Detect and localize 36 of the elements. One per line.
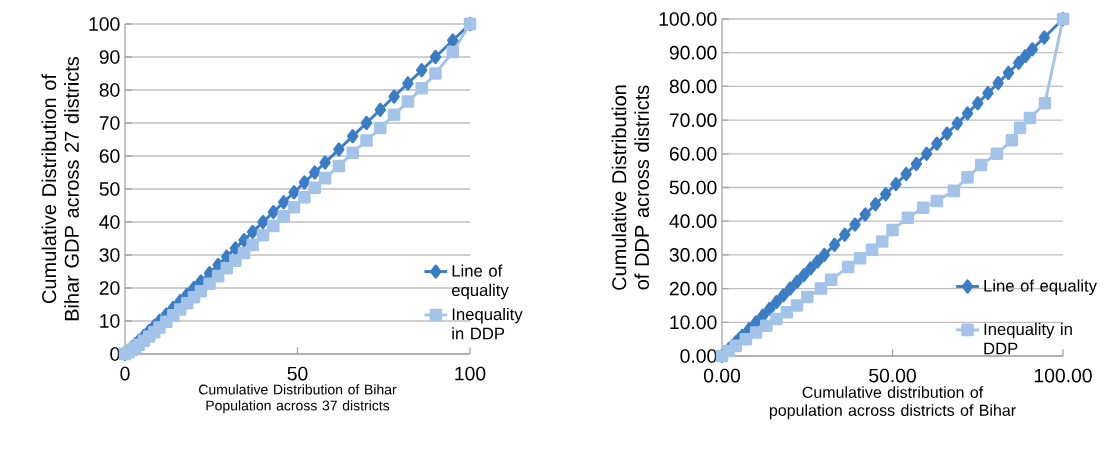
- y-tick-label: 60.00: [669, 146, 717, 161]
- y-tick-label: 20: [99, 281, 120, 295]
- y-tick-label: 40: [99, 215, 120, 229]
- x-tick-label: 100.00: [1034, 368, 1092, 383]
- y-tick-label: 70: [99, 116, 120, 130]
- y-tick-label: 90: [99, 50, 120, 64]
- x-tick-label: 100: [455, 366, 486, 381]
- x-tick-label: 50.00: [869, 368, 916, 383]
- y-tick-label: 10.00: [670, 315, 717, 330]
- y-tick-label: 40.00: [669, 214, 717, 229]
- y-tick-label: 30: [99, 248, 120, 262]
- legend-label: Inequality in DDP: [452, 307, 523, 340]
- y-tick-label: 70.00: [669, 113, 717, 127]
- y-tick-label: 20.00: [669, 281, 717, 296]
- x-axis-title: Cumulative distribution of population across districts of Bihar: [769, 386, 1016, 420]
- x-tick-label: 0.00: [703, 368, 741, 383]
- y-tick-label: 60: [99, 149, 120, 163]
- legend-label: Inequality in DDP: [984, 322, 1072, 355]
- y-tick-label: 80.00: [669, 79, 717, 94]
- legend-label: Line of equality: [452, 264, 509, 300]
- y-axis-title: Cumulative Distribution of Bihar GDP across 27 districts: [41, 56, 79, 321]
- y-tick-label: 90.00: [669, 45, 717, 60]
- legend-label: Line of equality: [984, 279, 1097, 295]
- x-axis-title: Cumulative Distribution of Bihar Population across 37 districts: [199, 384, 397, 414]
- y-tick-label: 0.00: [680, 349, 717, 363]
- y-tick-label: 80: [99, 83, 120, 97]
- y-tick-label: 0: [110, 347, 120, 361]
- x-tick-label: 0: [120, 366, 130, 381]
- y-tick-label: 100.00: [659, 12, 717, 26]
- y-tick-label: 100: [89, 17, 120, 31]
- x-tick-label: 50: [287, 366, 308, 381]
- y-tick-label: 30.00: [669, 248, 717, 262]
- y-tick-label: 10: [100, 314, 120, 328]
- y-axis-title: Cumulative Distribution of DDP across districts: [611, 85, 649, 290]
- y-tick-label: 50: [99, 182, 120, 196]
- y-tick-label: 50.00: [669, 180, 717, 195]
